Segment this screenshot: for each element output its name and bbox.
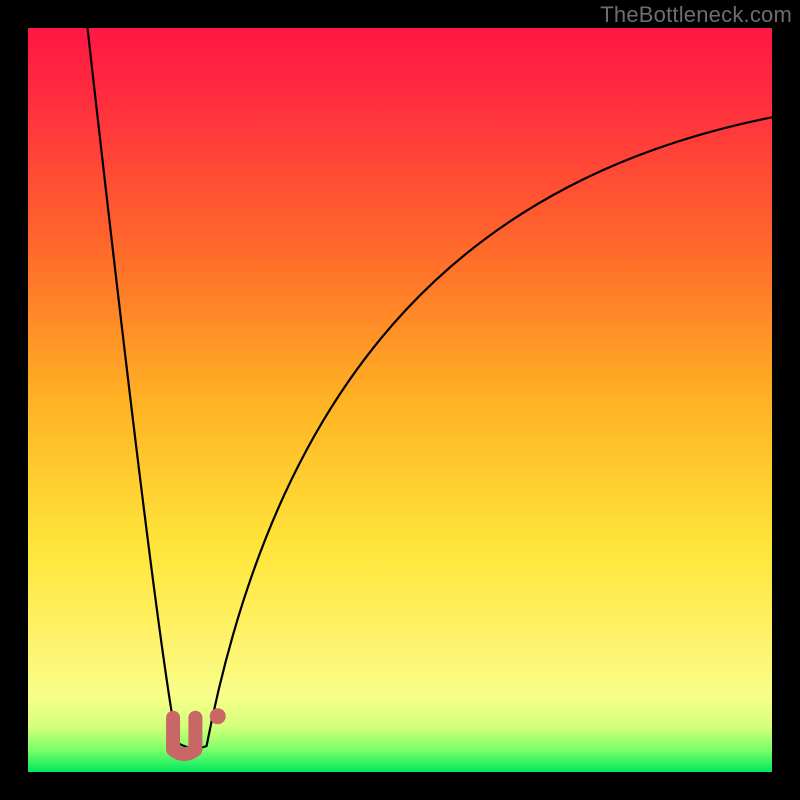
plot-background [28,28,772,772]
bottleneck-chart [0,0,800,800]
marker-dot [210,708,226,724]
watermark-text: TheBottleneck.com [600,2,792,28]
